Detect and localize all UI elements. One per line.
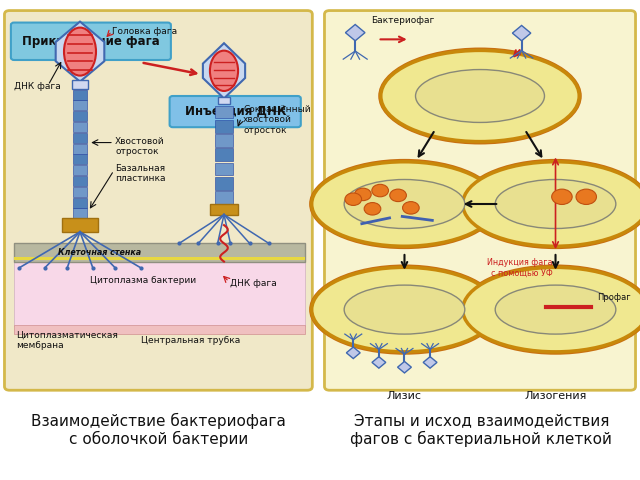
Bar (14, 262, 305, 326)
Text: Лизис: Лизис (387, 391, 422, 401)
FancyBboxPatch shape (170, 96, 301, 127)
Ellipse shape (344, 180, 465, 228)
Bar (73, 176, 87, 186)
FancyBboxPatch shape (4, 11, 312, 390)
Bar (215, 106, 233, 119)
Bar (73, 187, 87, 197)
Text: фагов с бактериальной клеткой: фагов с бактериальной клеткой (350, 431, 612, 447)
Ellipse shape (463, 267, 640, 352)
Circle shape (552, 189, 572, 204)
Text: Этапы и исход взаимодействия: Этапы и исход взаимодействия (353, 413, 609, 429)
Text: Хвостовой
отросток: Хвостовой отросток (115, 137, 165, 156)
Ellipse shape (495, 180, 616, 228)
Text: Центральная трубка: Центральная трубка (141, 336, 240, 345)
Text: Сокращённый
хвостовой
отросток: Сокращённый хвостовой отросток (243, 105, 311, 135)
Ellipse shape (415, 70, 545, 122)
Text: ДНК фага: ДНК фага (14, 82, 61, 91)
Text: Головка фага: Головка фага (112, 27, 177, 36)
Polygon shape (397, 361, 412, 373)
Bar (218, 97, 230, 104)
Bar (73, 122, 87, 132)
FancyBboxPatch shape (11, 23, 171, 60)
Bar (73, 208, 87, 218)
Circle shape (355, 188, 371, 201)
Ellipse shape (460, 264, 640, 355)
Polygon shape (346, 24, 365, 41)
Text: Профаг: Профаг (597, 293, 631, 302)
Bar (215, 120, 233, 132)
Bar (73, 90, 87, 100)
Bar (73, 100, 87, 110)
Bar (73, 155, 87, 164)
Text: Прикрепление фага: Прикрепление фага (22, 35, 160, 48)
Text: Бактериофаг: Бактериофаг (371, 16, 435, 25)
Bar (73, 111, 87, 121)
Ellipse shape (381, 50, 579, 142)
Bar (73, 165, 87, 175)
Ellipse shape (312, 162, 497, 246)
FancyBboxPatch shape (324, 11, 636, 390)
Bar (62, 218, 98, 232)
Text: Клеточная стенка: Клеточная стенка (58, 248, 141, 257)
Text: Лизогения: Лизогения (524, 391, 587, 401)
Polygon shape (513, 25, 531, 41)
Ellipse shape (309, 159, 500, 249)
Polygon shape (372, 357, 386, 368)
Ellipse shape (64, 27, 96, 76)
Bar (14, 257, 305, 260)
Bar (215, 177, 233, 190)
Ellipse shape (460, 159, 640, 249)
Text: Цитоплазма бактерии: Цитоплазма бактерии (90, 276, 196, 285)
Bar (215, 191, 233, 204)
Polygon shape (423, 357, 437, 368)
Text: с оболочкой бактерии: с оболочкой бактерии (69, 431, 248, 447)
Bar (72, 80, 88, 89)
Circle shape (390, 189, 406, 202)
Ellipse shape (210, 50, 238, 91)
Bar (215, 134, 233, 147)
Text: Базальная
пластинка: Базальная пластинка (115, 164, 166, 183)
Bar (215, 163, 233, 176)
Circle shape (345, 193, 362, 205)
Circle shape (364, 203, 381, 215)
Circle shape (372, 184, 388, 197)
Bar (73, 133, 87, 143)
Bar (14, 325, 305, 334)
Circle shape (403, 202, 419, 214)
Ellipse shape (463, 162, 640, 246)
Bar (73, 198, 87, 208)
Text: Цитоплазматическая
мембрана: Цитоплазматическая мембрана (16, 331, 118, 350)
Circle shape (576, 189, 596, 204)
Ellipse shape (344, 285, 465, 334)
Text: ДНК фага: ДНК фага (230, 279, 277, 288)
Ellipse shape (312, 267, 497, 352)
Bar (14, 243, 305, 262)
Ellipse shape (378, 48, 582, 144)
Text: Инъекция ДНК: Инъекция ДНК (185, 105, 286, 118)
Text: Индукция фага
с помощью УФ: Индукция фага с помощью УФ (487, 258, 552, 277)
Polygon shape (203, 43, 245, 98)
Bar (215, 148, 233, 161)
Ellipse shape (495, 285, 616, 334)
Polygon shape (346, 347, 360, 359)
Polygon shape (56, 22, 104, 82)
Bar (73, 144, 87, 154)
Bar (210, 204, 238, 215)
Ellipse shape (309, 264, 500, 355)
Text: Взаимодействие бактериофага: Взаимодействие бактериофага (31, 413, 286, 429)
